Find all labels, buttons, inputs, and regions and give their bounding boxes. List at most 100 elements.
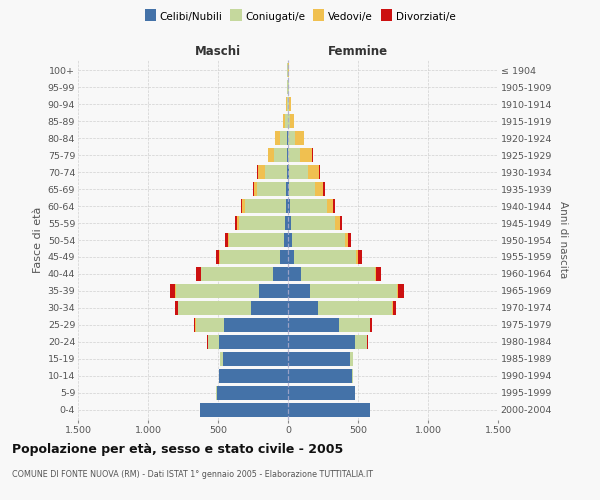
Bar bbox=[286, 97, 287, 111]
Bar bbox=[323, 182, 325, 196]
Bar bbox=[288, 216, 290, 230]
Bar bbox=[398, 284, 404, 298]
Bar bbox=[235, 216, 236, 230]
Bar bbox=[207, 335, 208, 349]
Bar bbox=[319, 165, 320, 179]
Bar bbox=[283, 114, 285, 128]
Bar bbox=[196, 267, 200, 281]
Bar bbox=[292, 233, 345, 247]
Bar bbox=[227, 233, 229, 247]
Bar bbox=[290, 216, 335, 230]
Bar bbox=[315, 182, 323, 196]
Bar bbox=[200, 267, 201, 281]
Bar bbox=[287, 131, 288, 145]
Bar bbox=[289, 97, 290, 111]
Bar bbox=[286, 182, 288, 196]
Bar bbox=[287, 165, 288, 179]
Bar bbox=[328, 199, 333, 213]
Bar bbox=[288, 182, 289, 196]
Bar bbox=[257, 182, 286, 196]
Bar bbox=[355, 335, 367, 349]
Bar bbox=[259, 284, 288, 298]
Bar bbox=[288, 114, 290, 128]
Bar bbox=[251, 301, 288, 315]
Bar bbox=[285, 216, 288, 230]
Bar bbox=[289, 165, 308, 179]
Bar bbox=[175, 284, 176, 298]
Bar bbox=[287, 80, 288, 94]
Bar bbox=[288, 233, 292, 247]
Bar bbox=[239, 216, 285, 230]
Bar bbox=[393, 301, 396, 315]
Bar bbox=[268, 148, 274, 162]
Bar bbox=[288, 335, 355, 349]
Bar bbox=[194, 318, 196, 332]
Bar bbox=[200, 403, 288, 417]
Bar bbox=[397, 284, 398, 298]
Bar bbox=[242, 199, 245, 213]
Bar bbox=[345, 233, 348, 247]
Bar bbox=[356, 250, 358, 264]
Bar bbox=[301, 267, 375, 281]
Bar bbox=[288, 386, 355, 400]
Bar bbox=[288, 131, 295, 145]
Bar bbox=[288, 250, 295, 264]
Bar bbox=[220, 335, 288, 349]
Bar bbox=[220, 250, 280, 264]
Bar bbox=[196, 318, 224, 332]
Legend: Celibi/Nubili, Coniugati/e, Vedovi/e, Divorziati/e: Celibi/Nubili, Coniugati/e, Vedovi/e, Di… bbox=[140, 8, 460, 26]
Text: COMUNE DI FONTE NUOVA (RM) - Dati ISTAT 1° gennaio 2005 - Elaborazione TUTTITALI: COMUNE DI FONTE NUOVA (RM) - Dati ISTAT … bbox=[12, 470, 373, 479]
Bar bbox=[392, 301, 393, 315]
Bar bbox=[178, 301, 251, 315]
Bar bbox=[289, 148, 301, 162]
Bar bbox=[295, 250, 356, 264]
Bar bbox=[335, 216, 340, 230]
Text: Femmine: Femmine bbox=[328, 46, 388, 59]
Bar bbox=[241, 199, 242, 213]
Bar bbox=[176, 284, 259, 298]
Bar bbox=[280, 250, 288, 264]
Bar bbox=[288, 267, 301, 281]
Bar bbox=[288, 403, 370, 417]
Bar bbox=[220, 369, 288, 383]
Bar bbox=[288, 301, 318, 315]
Bar bbox=[265, 165, 287, 179]
Bar bbox=[287, 97, 288, 111]
Bar bbox=[376, 267, 381, 281]
Bar bbox=[201, 267, 272, 281]
Bar bbox=[272, 267, 288, 281]
Bar bbox=[223, 352, 288, 366]
Y-axis label: Anni di nascita: Anni di nascita bbox=[558, 202, 568, 278]
Bar bbox=[257, 165, 258, 179]
Bar bbox=[236, 216, 239, 230]
Bar bbox=[288, 284, 310, 298]
Bar bbox=[308, 165, 319, 179]
Bar bbox=[280, 131, 287, 145]
Bar bbox=[310, 284, 397, 298]
Bar bbox=[288, 165, 289, 179]
Bar bbox=[288, 352, 350, 366]
Bar bbox=[370, 318, 372, 332]
Bar bbox=[229, 233, 284, 247]
Bar bbox=[358, 250, 362, 264]
Bar bbox=[274, 148, 287, 162]
Bar bbox=[170, 284, 175, 298]
Text: Popolazione per età, sesso e stato civile - 2005: Popolazione per età, sesso e stato civil… bbox=[12, 442, 343, 456]
Bar bbox=[340, 216, 343, 230]
Bar bbox=[290, 199, 328, 213]
Text: Maschi: Maschi bbox=[195, 46, 241, 59]
Bar bbox=[348, 233, 351, 247]
Bar bbox=[288, 318, 339, 332]
Bar bbox=[258, 165, 265, 179]
Bar bbox=[367, 335, 368, 349]
Bar bbox=[375, 267, 376, 281]
Bar bbox=[286, 199, 288, 213]
Bar bbox=[216, 250, 220, 264]
Bar bbox=[287, 148, 288, 162]
Bar bbox=[288, 199, 290, 213]
Bar bbox=[208, 335, 220, 349]
Bar bbox=[285, 114, 287, 128]
Bar bbox=[175, 301, 178, 315]
Bar bbox=[284, 233, 288, 247]
Bar bbox=[225, 233, 227, 247]
